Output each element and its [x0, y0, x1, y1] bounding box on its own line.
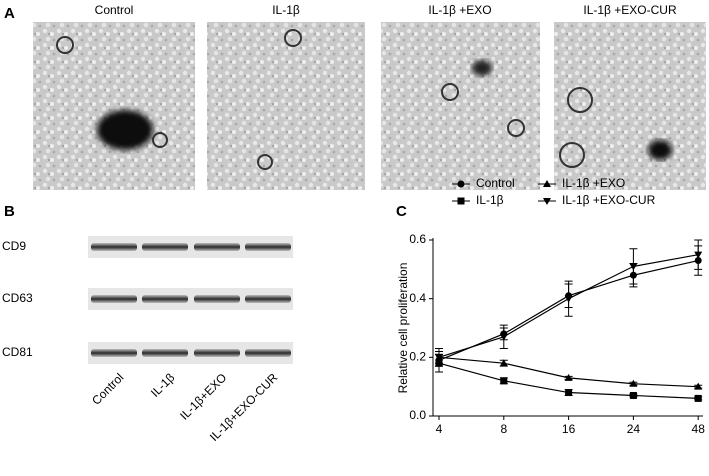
y-tick-label: 0.0 [409, 408, 426, 422]
vesicle [284, 29, 302, 47]
blot-band [194, 349, 240, 357]
blot-band [142, 243, 188, 251]
panel-label: A [4, 5, 15, 22]
blot-strip [88, 236, 293, 258]
blot-strip [88, 288, 293, 310]
data-point [564, 373, 573, 381]
lane-label: IL-1β [148, 370, 177, 399]
vesicle [507, 119, 525, 137]
legend-marker [457, 180, 465, 188]
panel-label: C [396, 203, 407, 220]
blot-band [194, 295, 240, 303]
legend-label: IL-1β +EXO [562, 176, 625, 190]
data-point [564, 295, 573, 303]
micrographs [33, 22, 706, 190]
vesicle [97, 110, 153, 150]
y-tick-label: 0.6 [409, 232, 426, 246]
blot-band [245, 243, 291, 251]
series-line [438, 356, 699, 388]
legend-marker [543, 198, 551, 205]
blot-band [245, 295, 291, 303]
micrograph [554, 22, 706, 190]
blot-band [245, 349, 291, 357]
data-point [565, 389, 573, 397]
blot-band [142, 349, 188, 357]
image-caption: IL-1β +EXO [428, 3, 491, 17]
blot-band [91, 349, 137, 357]
blot-band [194, 243, 240, 251]
blot-band [142, 295, 188, 303]
data-point [435, 354, 443, 362]
legend-label: IL-1β [476, 193, 504, 207]
vesicle [567, 87, 593, 113]
vesicle [472, 60, 492, 76]
x-tick-label: 8 [500, 422, 507, 436]
legend-label: Control [476, 176, 515, 190]
x-tick-label: 48 [692, 422, 706, 436]
vesicle [648, 140, 672, 160]
data-point [629, 391, 637, 399]
marker-label: CD9 [2, 239, 26, 253]
data-point [629, 263, 638, 271]
image-caption: IL-1β [272, 3, 300, 17]
x-tick-label: 4 [436, 422, 443, 436]
data-point [694, 251, 703, 259]
x-tick-label: 24 [627, 422, 641, 436]
y-axis-label: Relative cell proliferation [396, 263, 410, 394]
x-tick-label: 16 [562, 422, 576, 436]
data-point [629, 379, 638, 387]
data-point [499, 359, 508, 367]
blot-band [91, 295, 137, 303]
blot-strip [88, 342, 293, 364]
data-point [694, 382, 703, 390]
panel-label: B [4, 203, 15, 220]
image-caption: IL-1β +EXO-CUR [583, 3, 677, 17]
marker-label: CD81 [2, 345, 33, 359]
vesicle [441, 83, 459, 101]
y-tick-label: 0.2 [409, 350, 426, 364]
legend-marker [457, 197, 465, 205]
data-point [694, 394, 702, 402]
lane-label: IL-1β+EXO [177, 370, 229, 422]
vesicle [257, 154, 273, 170]
data-point [499, 333, 508, 341]
data-point [500, 377, 508, 385]
legend-marker [543, 180, 551, 187]
micrograph [381, 22, 540, 190]
vesicle [559, 142, 585, 168]
blot-band [91, 243, 137, 251]
vesicle [56, 36, 74, 54]
image-caption: Control [95, 3, 134, 17]
micrograph [207, 22, 365, 190]
vesicle [152, 132, 168, 148]
legend-label: IL-1β +EXO-CUR [562, 193, 656, 207]
blots [88, 236, 293, 364]
marker-label: CD63 [2, 291, 33, 305]
y-tick-label: 0.4 [409, 291, 426, 305]
lane-label: Control [89, 370, 126, 407]
